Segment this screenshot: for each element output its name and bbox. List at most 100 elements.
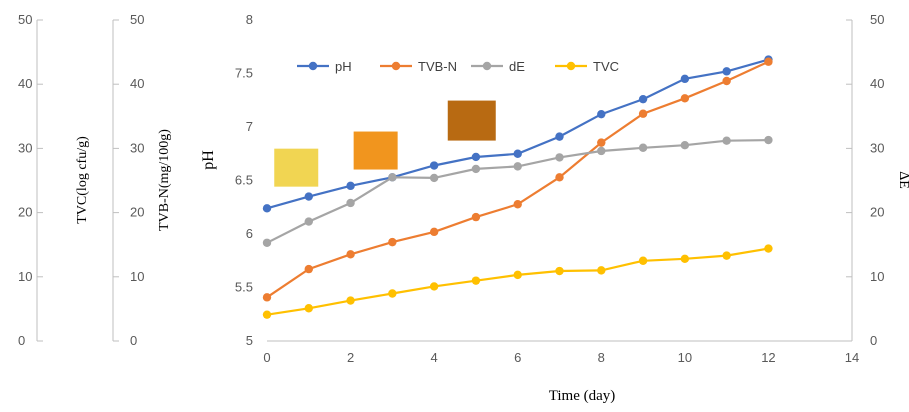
ph-tick-label: 6 <box>246 226 253 241</box>
late-color-swatch <box>447 100 496 141</box>
tvc-data-point <box>429 282 439 291</box>
legend-marker-tvb-n <box>391 61 401 71</box>
tvc-data-point <box>555 266 564 276</box>
tvc-data-point <box>471 276 481 285</box>
legend-item-ph: pH <box>297 59 352 74</box>
tvc-tick-label: 0 <box>18 333 25 348</box>
de-data-point <box>764 135 773 145</box>
tvc-data-point <box>638 256 648 265</box>
tvc-axis: 0 10 20 30 40 50 TVC(log cfu/g) <box>18 12 90 348</box>
de-tick-label: 0 <box>870 333 877 348</box>
legend-marker-ph <box>308 61 318 71</box>
tvb-n-data-point <box>680 94 690 103</box>
x-tick-label: 12 <box>761 350 775 365</box>
ph-tick-label: 7.5 <box>235 66 253 81</box>
ph-tick-label: 5.5 <box>235 280 253 295</box>
legend-item-tvc: TVC <box>555 59 619 74</box>
de-data-point <box>262 238 272 247</box>
ph-data-point <box>638 94 648 104</box>
legend-marker-de <box>482 61 492 71</box>
tvb-n-data-point <box>597 138 606 147</box>
tvb-n-data-point <box>388 237 397 247</box>
tvb-n-data-point <box>764 57 773 66</box>
tvb-n-data-point <box>346 250 355 259</box>
ph-tick-label: 8 <box>246 12 253 27</box>
legend-label-ph: pH <box>335 59 352 74</box>
tvc-tick-label: 50 <box>18 12 32 27</box>
ph-tick-label: 7 <box>246 119 253 134</box>
tvc-tick-label: 20 <box>18 205 32 220</box>
de-tick-label: 30 <box>870 140 884 155</box>
de-data-point <box>555 153 564 162</box>
x-tick-label: 4 <box>431 350 438 365</box>
x-tick-label: 8 <box>598 350 605 365</box>
tvbn-tick-label: 10 <box>130 269 144 284</box>
tvb-n-data-point <box>304 264 313 274</box>
mid-color-swatch <box>353 131 398 170</box>
de-data-point <box>471 164 481 174</box>
tvbn-tick-label: 30 <box>130 140 144 155</box>
day-0-color-swatch <box>274 148 319 187</box>
tvc-data-point <box>764 244 773 253</box>
tvbn-tick-label: 0 <box>130 333 137 348</box>
ph-data-point <box>597 109 606 119</box>
de-tick-label: 40 <box>870 76 884 91</box>
ph-data-point <box>262 204 272 213</box>
de-data-point <box>722 136 731 145</box>
de-data-point <box>429 173 439 183</box>
ph-data-point <box>555 132 564 141</box>
de-data-point <box>304 217 313 226</box>
tvc-data-point <box>346 296 355 305</box>
ph-data-point <box>304 192 313 201</box>
ph-data-point <box>513 149 522 158</box>
tvbn-axis-title: TVB-N(mg/100g) <box>157 129 172 231</box>
tvb-n-data-point <box>513 200 522 209</box>
ph-axis-title: pH <box>200 150 217 170</box>
de-data-point <box>346 198 355 208</box>
ph-data-point <box>346 181 355 191</box>
tvc-data-point <box>513 270 522 280</box>
tvb-n-data-point <box>638 109 648 118</box>
ph-data-point <box>429 161 439 170</box>
tvb-n-data-point <box>429 227 439 237</box>
de-tick-label: 20 <box>870 205 884 220</box>
de-axis: 0 10 20 30 40 50 ΔE <box>846 12 909 348</box>
x-tick-label: 2 <box>347 350 354 365</box>
ph-data-point <box>471 152 481 162</box>
tvc-series-line <box>266 247 769 316</box>
tvb-n-data-point <box>555 173 564 182</box>
ph-tick-label: 6.5 <box>235 173 253 188</box>
x-tick-label: 6 <box>514 350 521 365</box>
de-axis-title: ΔE <box>896 171 909 189</box>
tvc-axis-title: TVC(log cfu/g) <box>75 136 90 224</box>
tvbn-tick-label: 50 <box>130 12 144 27</box>
legend-label-tvc: TVC <box>593 59 619 74</box>
x-axis-title: Time (day) <box>549 388 616 404</box>
tvbn-tick-label: 20 <box>130 205 144 220</box>
de-data-point <box>638 143 648 152</box>
legend-label-de: dE <box>509 59 525 74</box>
de-data-point <box>597 146 606 156</box>
tvb-n-series-line <box>266 60 769 299</box>
legend-item-tvb-n: TVB-N <box>380 59 457 74</box>
legend-label-tvb-n: TVB-N <box>418 59 457 74</box>
tvbn-tick-label: 40 <box>130 76 144 91</box>
x-tick-label: 14 <box>845 350 859 365</box>
de-data-point <box>680 140 690 150</box>
de-tick-label: 10 <box>870 269 884 284</box>
tvb-n-data-point <box>262 293 272 302</box>
x-tick-label: 10 <box>678 350 692 365</box>
tvc-tick-label: 30 <box>18 140 32 155</box>
tvc-data-point <box>597 266 606 275</box>
tvc-data-point <box>680 254 690 264</box>
ph-data-point <box>680 74 690 84</box>
tvc-tick-label: 40 <box>18 76 32 91</box>
tvc-tick-label: 10 <box>18 269 32 284</box>
tvb-n-data-point <box>471 212 481 222</box>
de-data-point <box>513 162 522 171</box>
de-tick-label: 50 <box>870 12 884 27</box>
tvb-n-data-point <box>722 76 731 86</box>
ph-tick-label: 5 <box>246 333 253 348</box>
